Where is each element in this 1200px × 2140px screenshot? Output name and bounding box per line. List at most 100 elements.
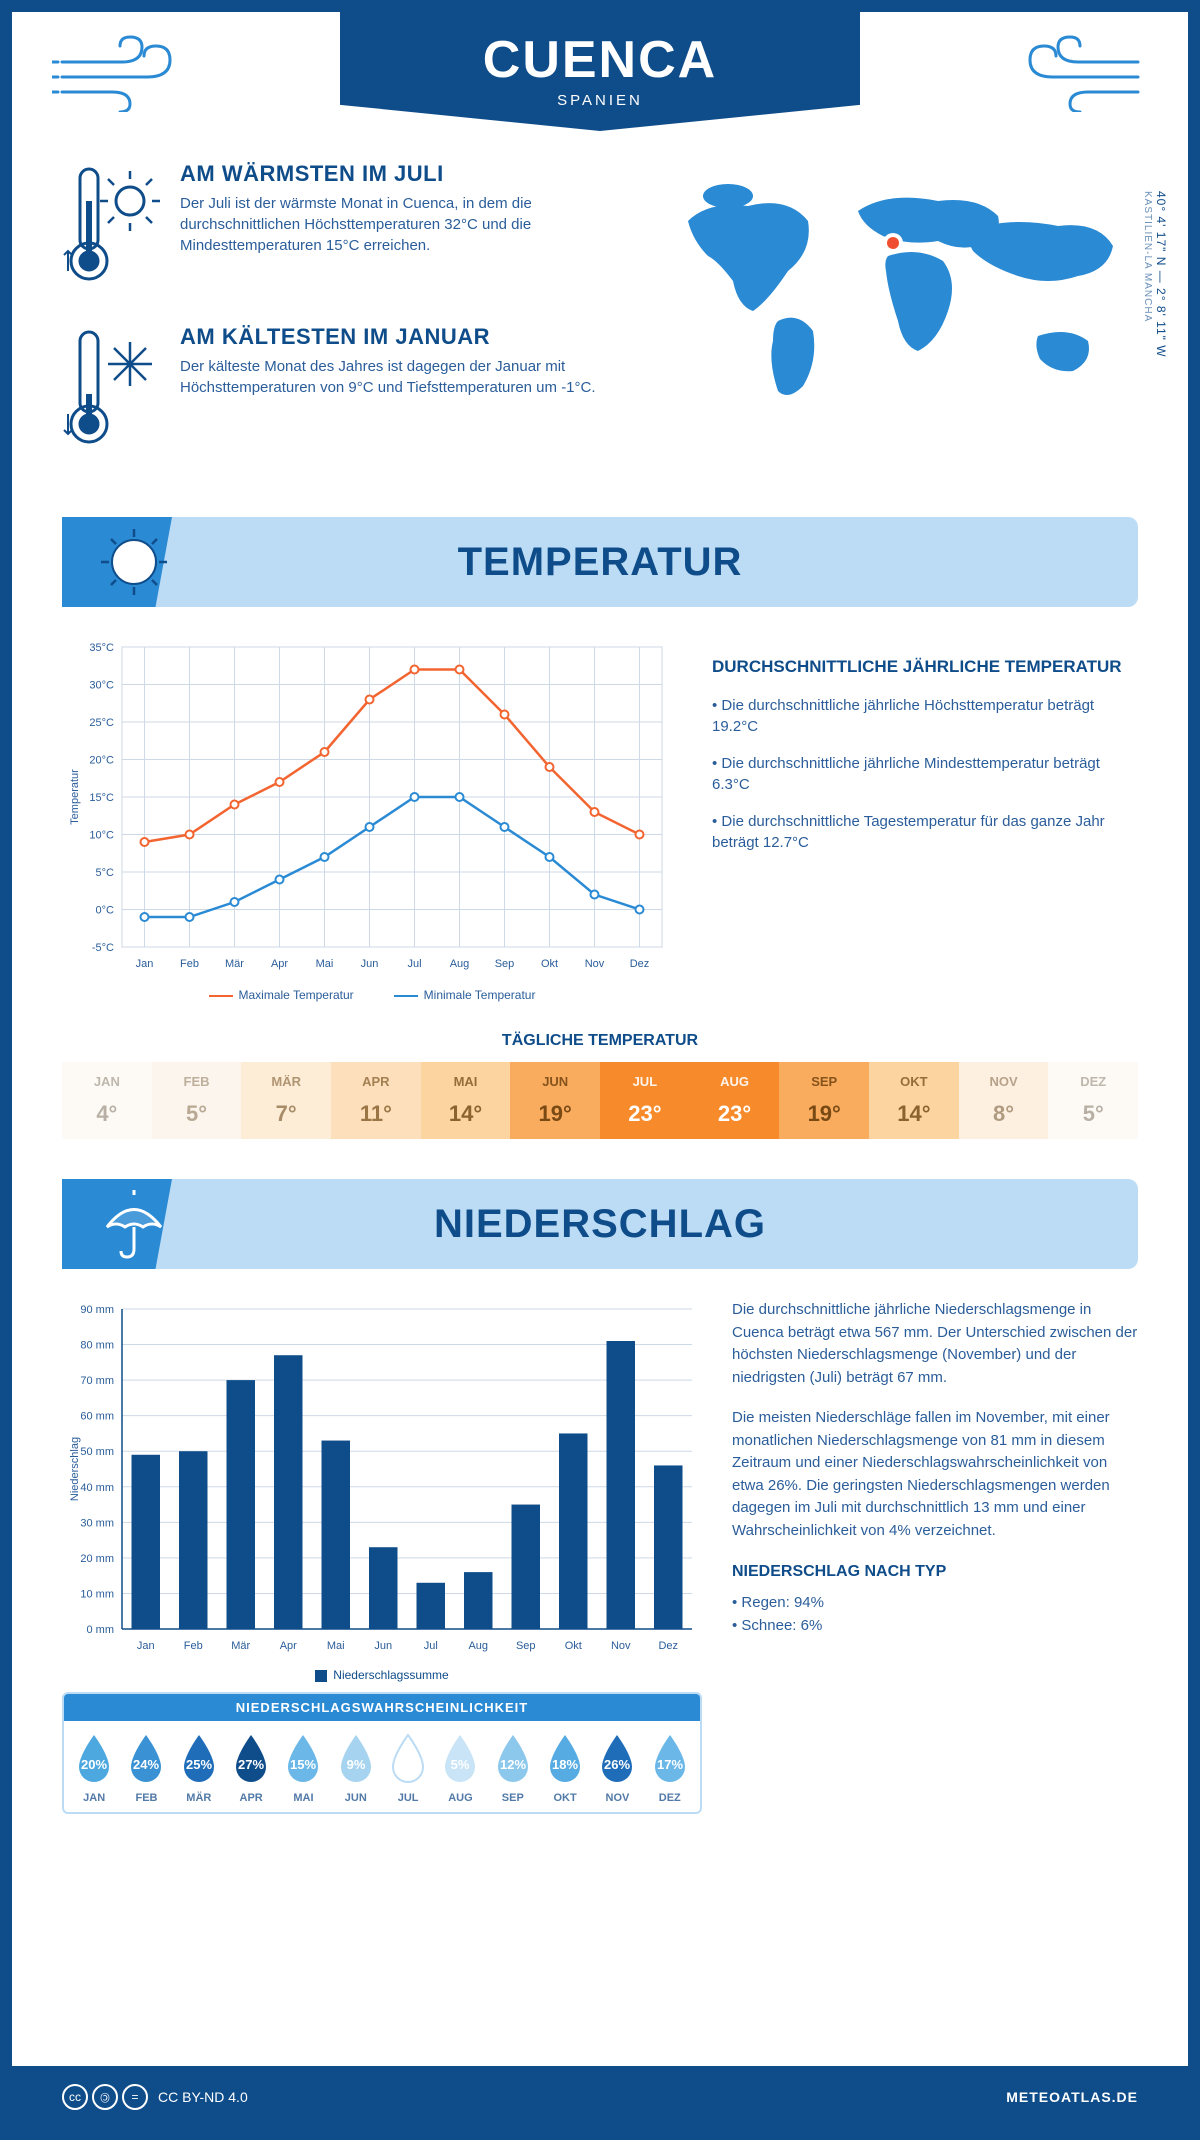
svg-text:Okt: Okt [541,958,558,970]
coords-value: 40° 4' 17" N — 2° 8' 11" W [1154,191,1168,358]
probability-drop: 9% JUN [332,1733,380,1804]
daily-cell: JAN 4° [62,1062,152,1139]
svg-text:15%: 15% [290,1757,316,1772]
probability-month: APR [227,1792,275,1804]
nd-icon: = [122,2084,148,2110]
daily-month: AUG [692,1074,778,1089]
daily-value: 14° [871,1101,957,1127]
daily-cell: MÄR 7° [241,1062,331,1139]
daily-month: APR [333,1074,419,1089]
daily-title: TÄGLICHE TEMPERATUR [12,1032,1188,1050]
daily-cell: JUL 23° [600,1062,690,1139]
daily-value: 5° [154,1101,240,1127]
svg-text:Jul: Jul [424,1640,438,1652]
daily-value: 4° [64,1101,150,1127]
svg-text:40 mm: 40 mm [80,1482,114,1494]
svg-text:20 mm: 20 mm [80,1553,114,1565]
precipitation-left: 0 mm10 mm20 mm30 mm40 mm50 mm60 mm70 mm8… [62,1299,702,1814]
probability-month: MAI [279,1792,327,1804]
sun-icon [97,525,171,604]
probability-month: AUG [436,1792,484,1804]
country-name: SPANIEN [340,92,860,109]
daily-cell: FEB 5° [152,1062,242,1139]
intro-section: AM WÄRMSTEN IM JULI Der Juli ist der wär… [12,131,1188,507]
probability-month: JUL [384,1792,432,1804]
daily-month: MÄR [243,1074,329,1089]
coordinates: 40° 4' 17" N — 2° 8' 11" W KASTILIEN-LA … [1140,191,1168,358]
probability-month: DEZ [646,1792,694,1804]
svg-text:10 mm: 10 mm [80,1588,114,1600]
daily-month: SEP [781,1074,867,1089]
svg-text:60 mm: 60 mm [80,1411,114,1423]
daily-cell: AUG 23° [690,1062,780,1139]
svg-text:Jun: Jun [374,1640,392,1652]
svg-text:Aug: Aug [468,1640,488,1652]
probability-title: NIEDERSCHLAGSWAHRSCHEINLICHKEIT [64,1694,700,1721]
daily-month: DEZ [1050,1074,1136,1089]
probability-row: 20% JAN 24% FEB 25% MÄR 27% APR [64,1721,700,1812]
probability-drop: 25% MÄR [175,1733,223,1804]
daily-value: 11° [333,1101,419,1127]
svg-text:Okt: Okt [565,1640,582,1652]
svg-text:26%: 26% [604,1757,630,1772]
temperature-body: -5°C0°C5°C10°C15°C20°C25°C30°C35°CJanFeb… [12,607,1188,1012]
fact-cold-text: Der kälteste Monat des Jahres ist dagege… [180,356,628,398]
wind-icon-right [1008,12,1148,112]
svg-text:25°C: 25°C [89,717,114,729]
temperature-text: DURCHSCHNITTLICHE JÄHRLICHE TEMPERATUR •… [712,637,1138,1002]
daily-month: FEB [154,1074,240,1089]
by-icon: 🄯 [92,2084,118,2110]
wind-icon-left [52,12,192,112]
probability-month: JUN [332,1792,380,1804]
brand: METEOATLAS.DE [1006,2089,1138,2105]
svg-text:-5°C: -5°C [92,942,114,954]
legend-max: Maximale Temperatur [209,988,354,1002]
svg-text:9%: 9% [346,1757,365,1772]
header: CUENCA SPANIEN [12,12,1188,131]
svg-text:80 mm: 80 mm [80,1340,114,1352]
fact-warmest: AM WÄRMSTEN IM JULI Der Juli ist der wär… [62,161,628,296]
daily-month: JUN [512,1074,598,1089]
fact-coldest: AM KÄLTESTEN IM JANUAR Der kälteste Mona… [62,324,628,459]
daily-month: MAI [423,1074,509,1089]
facts-column: AM WÄRMSTEN IM JULI Der Juli ist der wär… [62,161,628,487]
daily-cell: NOV 8° [959,1062,1049,1139]
fact-warm-text: Der Juli ist der wärmste Monat in Cuenca… [180,193,628,256]
svg-text:30°C: 30°C [89,680,114,692]
svg-text:Dez: Dez [630,958,650,970]
daily-cell: SEP 19° [779,1062,869,1139]
svg-text:Nov: Nov [585,958,605,970]
precipitation-title: NIEDERSCHLAG [62,1202,1138,1247]
probability-drop: 18% OKT [541,1733,589,1804]
svg-text:Mai: Mai [327,1640,345,1652]
daily-value: 19° [781,1101,867,1127]
svg-text:Temperatur: Temperatur [69,769,81,825]
svg-text:70 mm: 70 mm [80,1375,114,1387]
svg-text:Jun: Jun [361,958,379,970]
svg-text:Mär: Mär [225,958,244,970]
svg-text:Mär: Mär [231,1640,250,1652]
daily-value: 14° [423,1101,509,1127]
city-name: CUENCA [340,30,860,90]
svg-text:Niederschlag: Niederschlag [69,1437,81,1501]
precip-type-2: • Schnee: 6% [732,1615,1138,1638]
svg-text:Feb: Feb [180,958,199,970]
probability-drop: 15% MAI [279,1733,327,1804]
daily-month: JUL [602,1074,688,1089]
svg-text:90 mm: 90 mm [80,1304,114,1316]
svg-text:Sep: Sep [495,958,515,970]
probability-drop: 17% DEZ [646,1733,694,1804]
daily-cell: OKT 14° [869,1062,959,1139]
precip-legend: Niederschlagssumme [62,1668,702,1682]
probability-drop: 12% SEP [489,1733,537,1804]
daily-cell: APR 11° [331,1062,421,1139]
map-panel: 40° 4' 17" N — 2° 8' 11" W KASTILIEN-LA … [658,161,1138,487]
svg-text:Jan: Jan [137,1640,155,1652]
page: CUENCA SPANIEN [0,0,1200,2140]
probability-drop: 20% JAN [70,1733,118,1804]
precipitation-body: 0 mm10 mm20 mm30 mm40 mm50 mm60 mm70 mm8… [12,1269,1188,1824]
svg-text:5%: 5% [451,1757,470,1772]
umbrella-icon [97,1187,171,1266]
license: cc 🄯 = CC BY-ND 4.0 [62,2084,248,2110]
probability-drop: 5% AUG [436,1733,484,1804]
